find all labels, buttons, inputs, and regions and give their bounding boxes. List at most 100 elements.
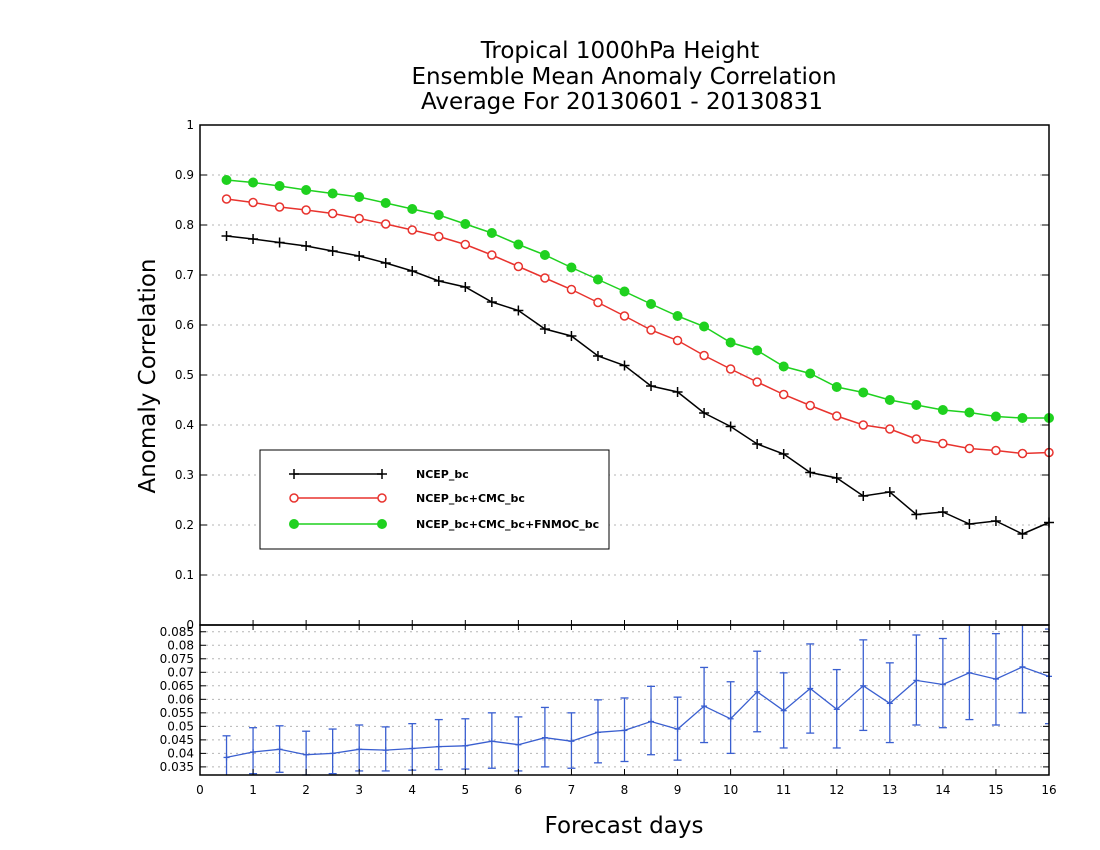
title-line-2: Ensemble Mean Anomaly Correlation — [411, 64, 836, 90]
data-point — [223, 754, 230, 761]
data-point — [248, 234, 259, 244]
data-point — [301, 241, 312, 251]
data-point — [513, 239, 524, 250]
data-point — [911, 434, 922, 444]
data-point — [937, 405, 948, 415]
x-tick-label: 3 — [355, 783, 363, 797]
y-tick-label: 0.8 — [175, 218, 194, 232]
data-point — [990, 411, 1001, 422]
data-point — [1017, 448, 1028, 459]
series-NCEP_bc+CMC_bc+FNMOC_bc — [221, 175, 1054, 423]
data-point — [938, 438, 948, 449]
upper-y-axis-ticks: 0 0.1 0.2 0.3 0.4 0.5 0.6 0.7 0.8 0.9 1 — [175, 118, 1049, 632]
x-tick-label: 13 — [882, 783, 897, 797]
data-point — [648, 718, 655, 725]
x-tick-label: 6 — [515, 783, 523, 797]
data-point — [778, 361, 789, 372]
data-point — [274, 181, 285, 191]
data-point — [725, 364, 736, 374]
data-point — [592, 274, 603, 285]
data-point — [701, 703, 708, 710]
data-point — [486, 297, 497, 307]
data-point — [356, 746, 363, 753]
legend-label: NCEP_bc — [416, 468, 469, 481]
data-point — [831, 473, 842, 483]
data-point — [354, 213, 364, 224]
data-point — [327, 208, 338, 219]
x-tick-label: 12 — [829, 783, 844, 797]
data-point — [646, 381, 657, 391]
data-point — [433, 276, 444, 286]
y-tick-label: 0.045 — [160, 733, 194, 747]
y-tick-label: 0.05 — [167, 719, 194, 733]
data-point — [646, 299, 657, 309]
legend-marker — [377, 493, 387, 503]
title-line-1: Tropical 1000hPa Height — [480, 38, 760, 64]
data-point — [725, 421, 736, 432]
y-tick-label: 0.6 — [175, 318, 194, 332]
series-line — [226, 235, 1050, 535]
data-point — [303, 751, 310, 758]
x-tick-label: 10 — [723, 783, 738, 797]
data-point — [327, 188, 338, 199]
data-point — [725, 337, 736, 348]
data-point — [886, 700, 893, 707]
legend-label: NCEP_bc+CMC_bc+FNMOC_bc — [416, 518, 599, 531]
y-tick-label: 0.06 — [167, 692, 194, 706]
data-point — [752, 377, 762, 387]
y-tick-label: 0.055 — [160, 706, 194, 720]
data-point — [460, 282, 471, 292]
data-point — [937, 507, 948, 517]
data-point — [672, 387, 683, 397]
data-point — [699, 408, 710, 418]
y-tick-label: 0.4 — [175, 418, 194, 432]
data-point — [592, 351, 603, 361]
y-tick-label: 0.7 — [175, 268, 194, 282]
x-tick-label: 2 — [302, 783, 310, 797]
x-axis-title: Forecast days — [545, 813, 704, 839]
y-tick-label: 0.08 — [167, 638, 194, 652]
data-point — [486, 228, 497, 238]
legend-item-NCEP_bc+CMC_bc+FNMOC_bc: NCEP_bc+CMC_bc+FNMOC_bc — [289, 518, 599, 531]
data-point — [858, 491, 869, 501]
data-point — [885, 424, 895, 434]
legend-marker — [289, 519, 299, 529]
data-point — [992, 676, 999, 683]
legend-item-NCEP_bc: NCEP_bc — [289, 468, 469, 481]
data-point — [833, 706, 840, 713]
legend-label: NCEP_bc+CMC_bc — [416, 492, 525, 505]
data-point — [488, 738, 495, 745]
lower-y-axis-ticks: 0.0350.040.0450.050.0550.060.0650.070.07… — [160, 625, 1049, 774]
data-point — [221, 194, 232, 204]
data-point — [329, 750, 336, 757]
data-point — [911, 400, 922, 410]
data-point — [540, 273, 550, 283]
x-tick-label: 9 — [674, 783, 682, 797]
data-point — [434, 231, 444, 242]
data-point — [380, 258, 391, 268]
data-point — [831, 382, 842, 392]
x-tick-label: 11 — [776, 783, 791, 797]
y-tick-label: 0.9 — [175, 168, 194, 182]
data-point — [435, 743, 442, 750]
data-point — [301, 185, 312, 195]
legend-marker — [377, 469, 387, 479]
data-point — [672, 311, 683, 321]
data-point — [778, 449, 789, 459]
x-tick-label: 15 — [988, 783, 1003, 797]
data-point — [380, 219, 391, 229]
data-point — [515, 741, 522, 748]
data-point — [619, 360, 630, 371]
spread-line — [226, 666, 1050, 759]
data-point — [248, 177, 259, 188]
y-tick-label: 0.3 — [175, 468, 194, 482]
data-point — [884, 395, 895, 405]
data-point — [407, 266, 418, 276]
data-point — [858, 420, 869, 430]
data-point — [382, 747, 389, 754]
y-tick-label: 0.035 — [160, 760, 194, 774]
x-tick-label: 1 — [249, 783, 257, 797]
data-point — [276, 746, 283, 753]
y-tick-label: 1 — [186, 118, 194, 132]
